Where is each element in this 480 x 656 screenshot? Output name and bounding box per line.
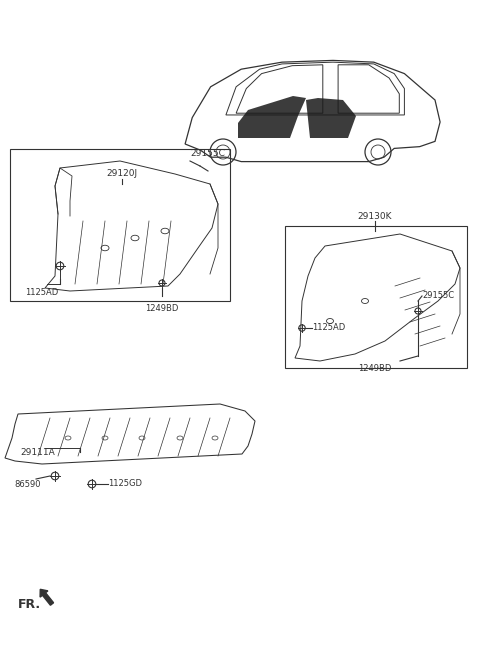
Text: 1249BD: 1249BD <box>145 304 179 313</box>
Text: 1125GD: 1125GD <box>108 480 142 489</box>
Bar <box>285 226 467 368</box>
Polygon shape <box>306 98 356 138</box>
FancyArrow shape <box>40 589 54 605</box>
Bar <box>10 149 230 301</box>
Text: 1125AD: 1125AD <box>312 323 345 333</box>
Text: 1125AD: 1125AD <box>25 288 59 297</box>
Text: 29130K: 29130K <box>358 212 392 221</box>
Text: 29155C: 29155C <box>191 149 226 158</box>
Text: 29111A: 29111A <box>21 448 55 457</box>
Text: 29155C: 29155C <box>422 291 454 300</box>
Text: FR.: FR. <box>18 598 41 611</box>
Text: 1249BD: 1249BD <box>358 364 392 373</box>
Text: 86590: 86590 <box>15 480 41 489</box>
Text: 29120J: 29120J <box>107 169 138 178</box>
Polygon shape <box>238 96 306 138</box>
